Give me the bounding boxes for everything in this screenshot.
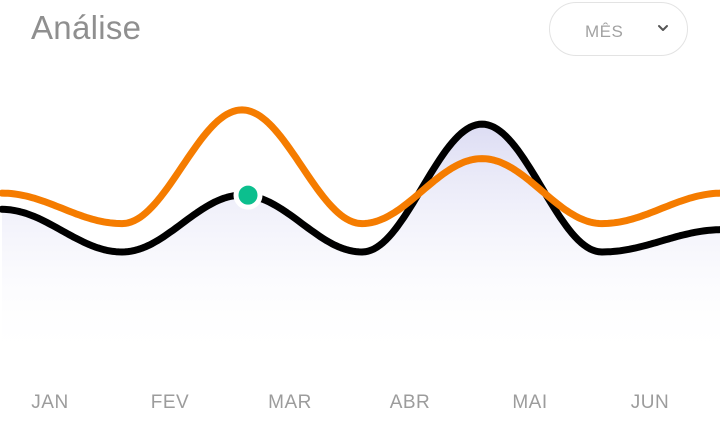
series-2-line xyxy=(0,106,720,228)
series-1-line xyxy=(0,120,720,256)
period-select-label: MÊS xyxy=(585,22,624,41)
chevron-down-icon xyxy=(658,25,668,31)
x-tick-label: JUN xyxy=(631,392,669,413)
x-tick-label: MAI xyxy=(512,392,547,413)
page-title: Análise xyxy=(31,9,142,46)
x-tick-label: JAN xyxy=(31,392,68,413)
x-tick-label: FEV xyxy=(151,392,189,413)
x-tick-label: ABR xyxy=(390,392,431,413)
series-1-area xyxy=(2,124,720,362)
highlight-point[interactable] xyxy=(233,180,263,210)
x-tick-label: MAR xyxy=(268,392,312,413)
period-select[interactable]: MÊS xyxy=(549,2,688,56)
